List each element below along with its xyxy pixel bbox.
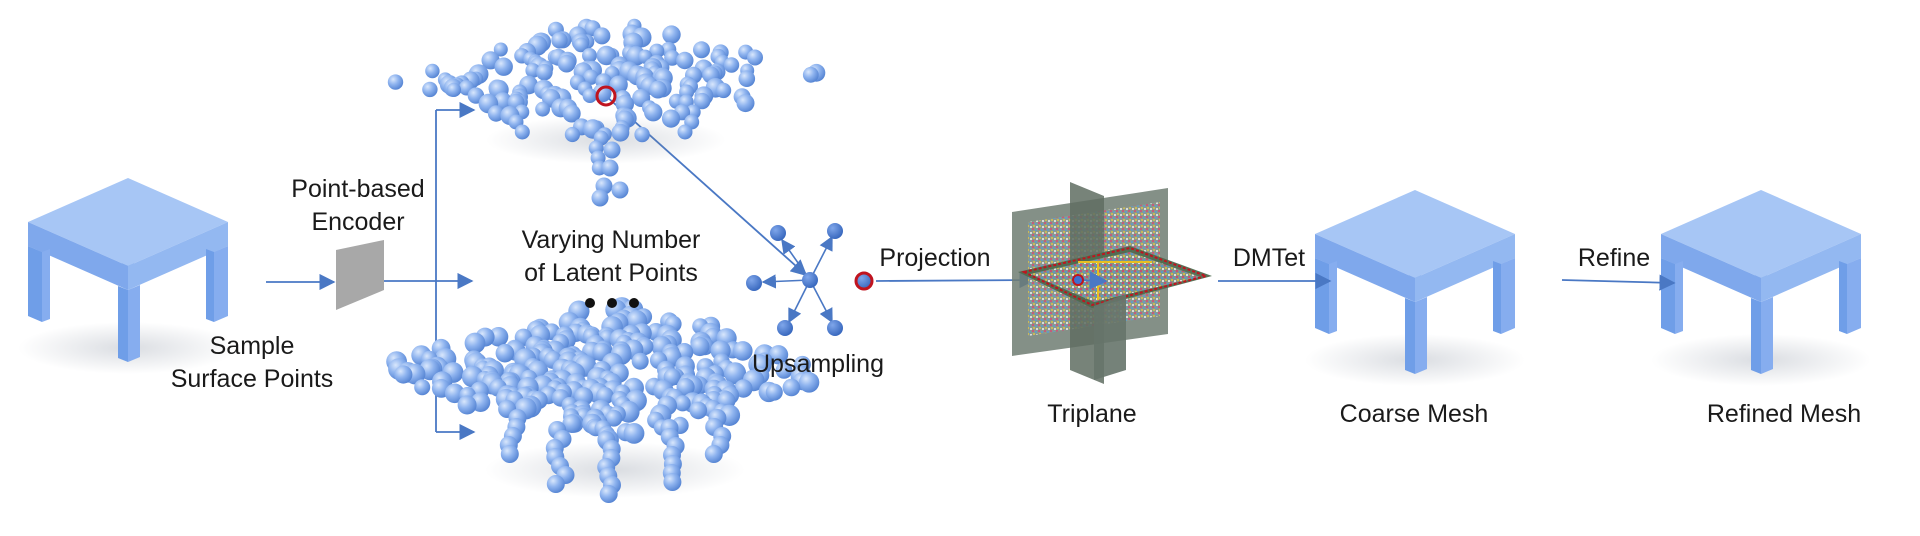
latent-point-cloud-top	[387, 18, 826, 207]
latent-sphere	[535, 101, 550, 117]
latent-sphere	[662, 25, 681, 44]
latent-sphere	[768, 345, 789, 365]
latent-sphere	[736, 94, 755, 113]
latent-sphere	[605, 409, 623, 427]
latent-sphere	[724, 362, 747, 385]
latent-sphere	[601, 159, 619, 177]
latent-sphere	[564, 126, 581, 143]
latent-sphere	[715, 82, 732, 99]
latent-sphere	[689, 401, 708, 420]
latent-sphere	[775, 362, 793, 379]
latent-sphere	[664, 50, 680, 66]
latent-sphere	[414, 379, 431, 396]
latent-sphere	[747, 49, 763, 66]
arrow-refine	[1561, 274, 1676, 291]
latent-sphere	[394, 365, 413, 384]
latent-sphere	[551, 32, 568, 49]
latent-sphere	[733, 341, 753, 361]
label-refine: Refine	[1578, 244, 1650, 272]
input-mesh-image	[18, 178, 238, 374]
latent-sphere	[723, 57, 740, 73]
latent-sphere	[599, 485, 618, 503]
latent-sphere	[446, 82, 461, 97]
label-latent-line-2: of Latent Points	[524, 259, 698, 287]
label-projection: Projection	[879, 244, 990, 272]
label-encoder-line-2: Encoder	[311, 208, 404, 236]
latent-sphere	[536, 63, 553, 81]
label-triplane: Triplane	[1047, 400, 1136, 428]
latent-sphere	[583, 69, 599, 85]
latent-sphere	[644, 103, 663, 122]
text-labels: Sample Surface Points Point-based Encode…	[171, 175, 1861, 428]
latent-sphere	[676, 51, 694, 70]
coarse-mesh-image	[1305, 190, 1525, 386]
latent-sphere	[704, 445, 723, 463]
latent-sphere	[494, 57, 513, 76]
latent-sphere	[677, 124, 693, 140]
label-sample-line-1: Sample	[210, 332, 295, 360]
latent-sphere	[425, 63, 440, 79]
latent-sphere	[514, 124, 530, 140]
latent-sphere	[562, 414, 582, 433]
label-refined-mesh: Refined Mesh	[1707, 400, 1861, 428]
latent-sphere	[798, 372, 820, 393]
latent-sphere	[593, 27, 611, 45]
latent-sphere	[582, 48, 597, 63]
latent-sphere	[611, 123, 630, 142]
upsampling-icon	[746, 223, 874, 336]
latent-sphere	[649, 80, 667, 99]
triplane-image	[1012, 182, 1212, 384]
latent-sphere	[493, 42, 508, 57]
latent-sphere	[500, 445, 519, 463]
latent-sphere	[495, 343, 515, 363]
latent-sphere	[562, 104, 581, 123]
latent-sphere	[591, 189, 609, 207]
label-encoder-line-1: Point-based	[291, 175, 424, 203]
latent-sphere	[649, 43, 665, 59]
latent-sphere	[603, 141, 621, 159]
latent-sphere	[422, 81, 438, 98]
latent-sphere	[444, 383, 465, 404]
latent-sphere	[661, 109, 681, 128]
latent-sphere	[487, 105, 505, 122]
latent-sphere	[582, 88, 598, 103]
latent-sphere	[387, 74, 404, 90]
latent-sphere	[631, 352, 649, 370]
latent-sphere	[611, 181, 629, 199]
refined-mesh-image	[1651, 190, 1871, 386]
arrow-projection	[875, 271, 1036, 289]
latent-sphere	[674, 395, 691, 412]
latent-sphere	[690, 336, 710, 357]
ellipsis-dots-icon	[585, 298, 639, 308]
latent-sphere	[557, 54, 576, 73]
latent-point-cloud-bottom	[386, 297, 820, 503]
latent-sphere	[623, 423, 645, 444]
latent-sphere	[765, 383, 783, 401]
latent-sphere	[457, 395, 477, 415]
latent-sphere	[802, 66, 819, 83]
latent-sphere	[573, 37, 589, 53]
latent-sphere	[663, 473, 682, 491]
latent-sphere	[464, 332, 486, 354]
latent-sphere	[634, 126, 650, 143]
label-sample-line-2: Surface Points	[171, 365, 334, 393]
label-coarse-mesh: Coarse Mesh	[1340, 400, 1489, 428]
label-upsampling: Upsampling	[752, 350, 884, 378]
latent-sphere	[738, 70, 756, 87]
latent-sphere	[693, 41, 710, 59]
latent-sphere	[782, 378, 801, 397]
encoder-block-icon	[336, 240, 384, 310]
latent-sphere	[488, 327, 509, 347]
latent-sphere	[546, 475, 565, 493]
label-dmtet: DMTet	[1233, 244, 1305, 272]
label-latent-line-1: Varying Number	[522, 226, 701, 254]
highlight-latent-point-icon	[595, 85, 617, 107]
latent-sphere	[693, 92, 711, 110]
latent-sphere	[596, 45, 617, 66]
